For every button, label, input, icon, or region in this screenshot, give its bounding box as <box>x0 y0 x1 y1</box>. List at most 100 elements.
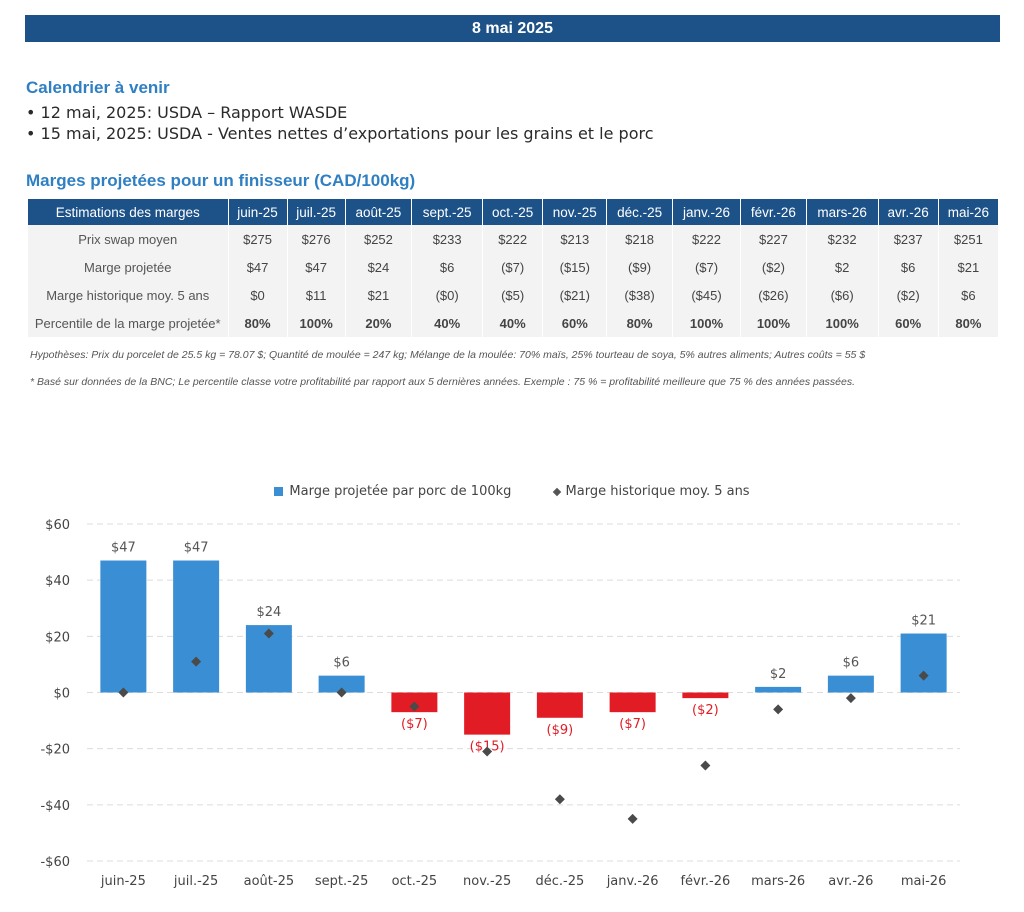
data-label: ($7) <box>401 717 428 732</box>
bar <box>900 633 947 693</box>
x-tick-label: févr.-26 <box>680 874 730 889</box>
historical-marker <box>845 693 856 704</box>
table-cell: $47 <box>228 253 288 281</box>
x-tick-label: avr.-26 <box>828 874 873 889</box>
table-cell: ($5) <box>482 281 544 309</box>
table-row: Percentile de la marge projetée* 80% 100% 2… <box>28 309 1000 337</box>
table-row-label: Prix swap moyen <box>28 225 229 253</box>
table-cell: ($6) <box>806 281 879 309</box>
table-cell: $6 <box>938 281 1000 309</box>
table-cell: $222 <box>482 225 544 253</box>
data-label: $24 <box>256 605 281 620</box>
table-row-label: Percentile de la marge projetée* <box>28 309 229 337</box>
y-tick-label: $40 <box>45 574 70 589</box>
table-cell: $21 <box>938 253 1000 281</box>
table-cell: $0 <box>228 281 288 309</box>
y-tick-label: $60 <box>45 518 70 533</box>
data-label: $6 <box>333 656 350 671</box>
historical-marker <box>554 794 565 805</box>
table-cell: ($38) <box>606 281 673 309</box>
table-cell: $237 <box>878 225 939 253</box>
table-cell: $6 <box>411 253 484 281</box>
margin-chart: $60 $40 $20 $0 -$20 -$40 -$60 $47 juin-25 $47 juil… <box>40 518 960 889</box>
x-tick-label: juin-25 <box>100 874 146 889</box>
table-cell: ($15) <box>542 253 608 281</box>
table-cell: $227 <box>740 225 807 253</box>
percentile-footnote: * Basé sur données de la BNC; Le percent… <box>30 376 856 388</box>
bar <box>100 560 147 693</box>
margins-table: Estimations des marges juin-25 juil.-25 ao… <box>28 199 1000 337</box>
table-row-label: Marge historique moy. 5 ans <box>28 281 229 309</box>
table-month-header: oct.-25 <box>482 199 544 225</box>
historical-marker <box>336 687 347 698</box>
data-label: $21 <box>911 614 936 629</box>
table-cell: $11 <box>287 281 346 309</box>
table-cell: $251 <box>938 225 1000 253</box>
calendar-list: 12 mai, 2025: USDA – Rapport WASDE 15 ma… <box>26 102 654 144</box>
table-cell: $222 <box>672 225 742 253</box>
table-month-header: août-25 <box>345 199 413 225</box>
table-cell: ($9) <box>606 253 673 281</box>
bar <box>755 686 802 693</box>
historical-marker <box>263 628 274 639</box>
calendar-item: 12 mai, 2025: USDA – Rapport WASDE <box>26 102 654 123</box>
historical-marker <box>409 701 420 712</box>
table-cell: ($45) <box>672 281 742 309</box>
bar <box>464 692 511 735</box>
chart-legend: Marge projetée par porc de 100kg Marge h… <box>0 484 1024 499</box>
historical-marker <box>918 670 929 681</box>
table-cell: 40% <box>411 309 484 337</box>
y-tick-label: $0 <box>53 687 70 702</box>
table-month-header: juin-25 <box>228 199 288 225</box>
data-label: ($7) <box>619 717 646 732</box>
table-cell: $233 <box>411 225 484 253</box>
table-cell: ($26) <box>740 281 807 309</box>
table-cell: ($7) <box>482 253 544 281</box>
table-cell: $232 <box>806 225 879 253</box>
table-month-header: juil.-25 <box>287 199 346 225</box>
table-cell: $24 <box>345 253 413 281</box>
x-tick-label: mai-26 <box>901 874 946 889</box>
table-month-header: déc.-25 <box>606 199 673 225</box>
bar <box>173 560 220 693</box>
table-month-header: févr.-26 <box>740 199 807 225</box>
x-tick-label: sept.-25 <box>315 874 369 889</box>
hypotheses-note: Hypothèses: Prix du porcelet de 25.5 kg … <box>30 349 866 361</box>
table-cell: 40% <box>482 309 544 337</box>
x-tick-label: mars-26 <box>751 874 805 889</box>
table-row: Marge projetée $47 $47 $24 $6 ($7) ($15) ($9) ($… <box>28 253 1000 281</box>
y-tick-label: -$20 <box>40 743 70 758</box>
bar <box>682 692 729 699</box>
table-cell: $6 <box>878 253 939 281</box>
table-month-header: mars-26 <box>806 199 879 225</box>
table-cell: 100% <box>806 309 879 337</box>
historical-marker <box>118 687 129 698</box>
data-label: $6 <box>843 656 860 671</box>
table-header-row: Estimations des marges juin-25 juil.-25 ao… <box>28 199 1000 225</box>
y-tick-label: $20 <box>45 630 70 645</box>
table-cell: ($7) <box>672 253 742 281</box>
x-tick-label: déc.-25 <box>535 874 584 889</box>
table-cell: ($0) <box>411 281 484 309</box>
table-cell: $252 <box>345 225 413 253</box>
table-cell: ($2) <box>740 253 807 281</box>
table-cell: 80% <box>606 309 673 337</box>
bar <box>609 692 656 713</box>
x-tick-label: janv.-26 <box>606 874 659 889</box>
bar <box>827 675 874 693</box>
table-cell: ($2) <box>878 281 939 309</box>
table-row-label: Marge projetée <box>28 253 229 281</box>
table-row: Prix swap moyen $275 $276 $252 $233 $222 $213 $… <box>28 225 1000 253</box>
data-label: ($9) <box>547 723 574 738</box>
table-cell: $276 <box>287 225 346 253</box>
table-month-header: nov.-25 <box>542 199 608 225</box>
table-cell: $47 <box>287 253 346 281</box>
table-month-header: janv.-26 <box>672 199 742 225</box>
y-tick-label: -$60 <box>40 855 70 870</box>
table-month-header: mai-26 <box>938 199 1000 225</box>
table-cell: 100% <box>672 309 742 337</box>
table-cell: $275 <box>228 225 288 253</box>
data-label: $47 <box>111 541 136 556</box>
calendar-title: Calendrier à venir <box>26 78 170 97</box>
x-tick-label: oct.-25 <box>392 874 438 889</box>
